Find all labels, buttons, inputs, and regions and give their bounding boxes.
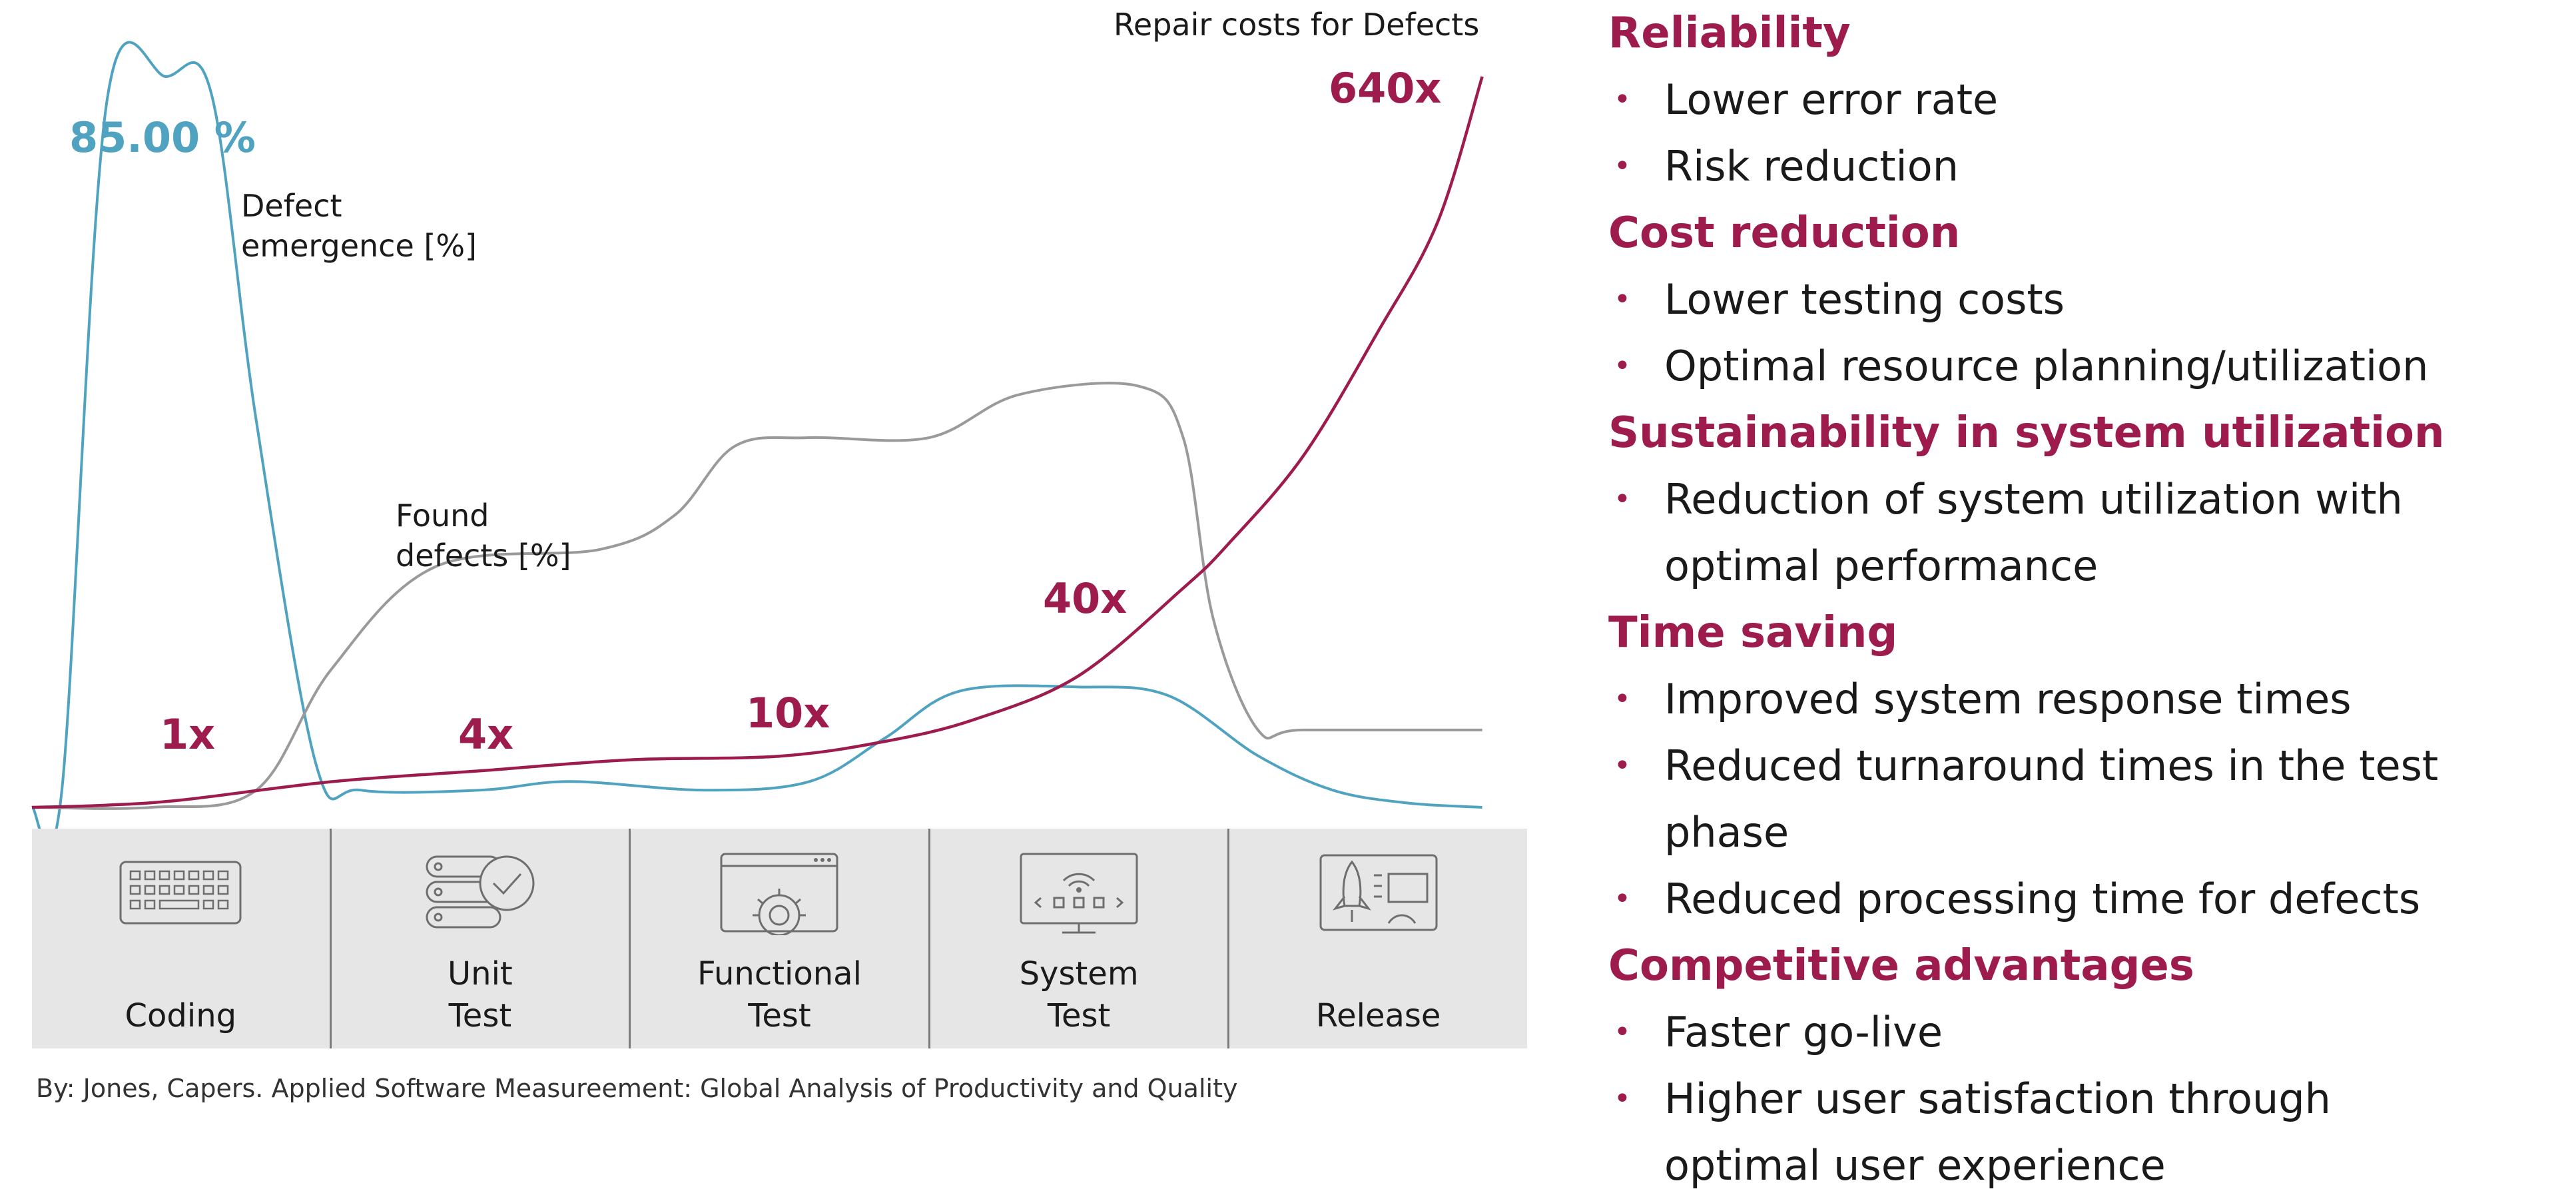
benefit-group: Cost reduction • Lower testing costs • Optim… xyxy=(1608,200,2574,400)
bullet-icon: • xyxy=(1614,749,1631,783)
benefit-items: • Improved system response times • Reduced … xyxy=(1608,666,2574,933)
benefit-item-text: Improved system response times xyxy=(1664,675,2352,723)
benefits-list: Reliability • Lower error rate • Risk reduct… xyxy=(1608,0,2574,1199)
benefit-items: • Lower testing costs • Optimal resource pl… xyxy=(1608,266,2574,400)
phase-functional-test: Functional Test xyxy=(629,829,928,1048)
defect-peak-label: 85.00 % xyxy=(69,113,256,162)
benefit-item-text: Higher user satisfaction through optimal… xyxy=(1664,1074,2331,1190)
bullet-icon: • xyxy=(1614,682,1631,716)
benefit-item: • Reduced processing time for defects xyxy=(1608,866,2574,933)
benefit-item-text: Reduction of system utilization with opt… xyxy=(1664,475,2403,590)
phase-label-system-test: System Test xyxy=(1019,955,1139,1034)
benefit-heading: Competitive advantages xyxy=(1608,941,2194,991)
rocket-dashboard-icon xyxy=(1319,854,1438,931)
benefit-group: Competitive advantages • Faster go-live • Hi… xyxy=(1608,933,2574,1199)
series-label-defect-emergence: Defect emergence [%] xyxy=(241,188,477,264)
phase-bar: Coding Unit Test xyxy=(32,829,1527,1048)
benefit-heading: Sustainability in system utilization xyxy=(1608,408,2445,458)
phase-release: Release xyxy=(1227,829,1527,1048)
benefit-item: • Lower error rate xyxy=(1608,67,2574,133)
benefit-heading: Cost reduction xyxy=(1608,208,1961,258)
multiplier-label-system-test: 40x xyxy=(1043,574,1127,623)
bullet-icon: • xyxy=(1614,882,1631,916)
multiplier-label-release: 640x xyxy=(1329,64,1442,113)
monitor-wifi-icon xyxy=(1020,853,1138,934)
phase-label-unit-test: Unit Test xyxy=(448,955,513,1034)
bullet-icon: • xyxy=(1614,1015,1631,1049)
defect-emergence-line xyxy=(31,41,1482,839)
series-label-found-defects: Found defects [%] xyxy=(396,498,571,574)
benefit-item-text: Optimal resource planning/utilization xyxy=(1664,342,2429,390)
chart-plot xyxy=(31,41,1484,839)
multiplier-label-unit-test: 4x xyxy=(458,710,514,759)
bullet-icon: • xyxy=(1614,349,1631,383)
benefit-items: • Faster go-live • Higher user satisfaction… xyxy=(1608,999,2574,1199)
multiplier-label-functional-test: 10x xyxy=(746,689,830,737)
bullet-icon: • xyxy=(1614,282,1631,316)
benefit-item: • Improved system response times xyxy=(1608,666,2574,733)
browser-gear-icon xyxy=(720,853,838,935)
benefit-item-text: Reduced turnaround times in the test pha… xyxy=(1664,741,2439,857)
bullet-icon: • xyxy=(1614,482,1631,516)
series-label-repair-costs: Repair costs for Defects xyxy=(1114,7,1480,43)
server-check-icon xyxy=(426,855,535,929)
benefit-items: • Lower error rate • Risk reduction xyxy=(1608,67,2574,200)
chart-area: 85.00 % Defect emergence [%] Found defec… xyxy=(0,0,1565,839)
benefit-item-text: Lower error rate xyxy=(1664,75,1999,124)
benefit-heading: Reliability xyxy=(1608,9,1851,58)
benefit-item: • Reduced turnaround times in the test ph… xyxy=(1608,733,2574,866)
phase-system-test: System Test xyxy=(928,829,1228,1048)
phase-unit-test: Unit Test xyxy=(329,829,629,1048)
benefit-item-text: Reduced processing time for defects xyxy=(1664,875,2421,923)
benefit-item-text: Lower testing costs xyxy=(1664,275,2065,324)
benefit-item-text: Faster go-live xyxy=(1664,1008,1943,1056)
phase-label-coding: Coding xyxy=(125,997,237,1034)
keyboard-icon xyxy=(119,861,242,925)
repair-cost-line xyxy=(31,76,1484,809)
benefit-group: Sustainability in system utilization • Red… xyxy=(1608,400,2574,600)
benefit-heading: Time saving xyxy=(1608,608,1898,657)
benefit-group: Reliability • Lower error rate • Risk reduct… xyxy=(1608,0,2574,200)
benefit-item: • Faster go-live xyxy=(1608,999,2574,1066)
bullet-icon: • xyxy=(1614,1082,1631,1116)
benefit-item: • Reduction of system utilization with op… xyxy=(1608,466,2574,600)
phase-label-functional-test: Functional Test xyxy=(697,955,862,1034)
benefit-group: Time saving • Improved system response tim… xyxy=(1608,600,2574,933)
phase-label-release: Release xyxy=(1315,997,1441,1034)
multiplier-label-coding: 1x xyxy=(160,710,216,759)
bullet-icon: • xyxy=(1614,149,1631,183)
benefit-item-text: Risk reduction xyxy=(1664,142,1959,191)
benefit-items: • Reduction of system utilization with op… xyxy=(1608,466,2574,600)
found-defects-line xyxy=(31,382,1482,810)
bullet-icon: • xyxy=(1614,83,1631,117)
benefit-item: • Risk reduction xyxy=(1608,133,2574,200)
phase-coding: Coding xyxy=(32,829,330,1048)
source-citation: By: Jones, Capers. Applied Software Meas… xyxy=(36,1074,1238,1103)
benefit-item: • Higher user satisfaction through optima… xyxy=(1608,1066,2574,1199)
benefit-item: • Lower testing costs xyxy=(1608,266,2574,333)
benefit-item: • Optimal resource planning/utilization xyxy=(1608,333,2574,400)
